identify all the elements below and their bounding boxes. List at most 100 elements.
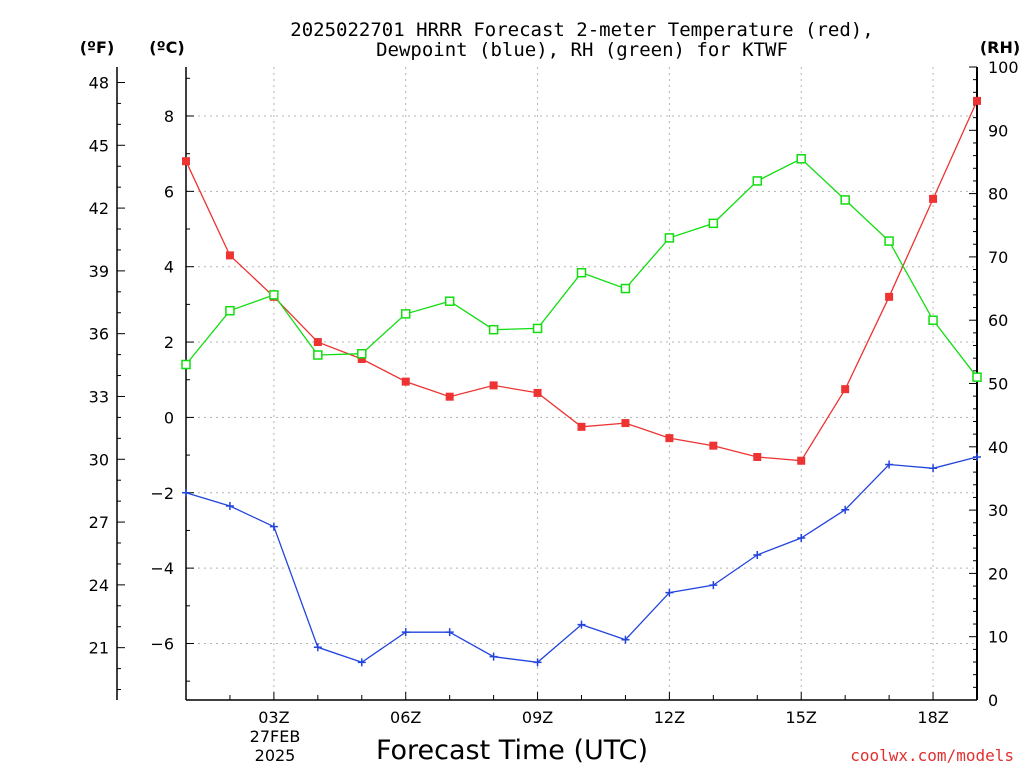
chart-title-line-1: 2025022701 HRRR Forecast 2-meter Tempera…	[290, 19, 873, 41]
rh-tick-label: 40	[988, 438, 1008, 457]
celsius-tick-label: 6	[164, 182, 174, 201]
fahrenheit-tick-label: 36	[89, 325, 109, 344]
rh-point	[357, 348, 367, 359]
dewpoint-point	[357, 658, 366, 667]
temperature-line	[185, 100, 978, 462]
temperature-point	[885, 292, 894, 301]
temperature-point	[973, 96, 981, 105]
x-date-label-year: 2025	[255, 746, 296, 765]
rh-point	[181, 359, 191, 370]
temperature-point	[401, 377, 410, 386]
dewpoint-point	[182, 488, 190, 497]
x-tick-label: 12Z	[654, 708, 685, 727]
fahrenheit-tick-label: 48	[89, 73, 109, 92]
dewpoint-point	[445, 628, 454, 637]
rh-tick-label: 50	[988, 375, 1008, 394]
rh-tick-label: 80	[988, 185, 1008, 204]
rh-point	[708, 218, 719, 229]
celsius-tick-label: 0	[164, 408, 174, 427]
dewpoint-point	[665, 588, 674, 597]
celsius-tick-label: 8	[164, 107, 174, 126]
rh-point	[225, 305, 235, 316]
dewpoint-point	[225, 501, 234, 510]
fahrenheit-tick-label: 21	[89, 639, 109, 658]
dewpoint-point	[929, 464, 938, 473]
rh-tick-label: 0	[988, 691, 998, 710]
source-credit: coolwx.com/models	[850, 746, 1014, 765]
dewpoint-point	[885, 460, 894, 469]
temperature-point	[445, 392, 454, 401]
dewpoint-point	[577, 620, 586, 629]
dewpoint-point	[797, 533, 806, 542]
x-date-label-day: 27FEB	[250, 727, 301, 746]
temperature-point	[225, 251, 234, 260]
chart-title-line-2: Dewpoint (blue), RH (green) for KTWF	[376, 39, 788, 61]
fahrenheit-tick-label: 45	[89, 136, 109, 155]
x-tick-label: 06Z	[390, 708, 421, 727]
x-tick-label: 18Z	[917, 708, 948, 727]
rh-tick-label: 20	[988, 564, 1008, 583]
dewpoint-point	[489, 652, 498, 661]
rh-tick-label: 60	[988, 311, 1008, 330]
rh-point	[532, 323, 543, 334]
rh-point	[664, 233, 675, 243]
x-tick-label: 03Z	[258, 708, 289, 727]
rh-point	[576, 267, 587, 278]
fahrenheit-tick-label: 24	[89, 576, 109, 595]
temperature-series	[182, 96, 981, 465]
rh-tick-label: 100	[988, 58, 1019, 77]
temperature-point	[182, 157, 190, 166]
dewpoint-point	[621, 635, 630, 644]
rh-point	[269, 290, 279, 300]
rh-point	[444, 296, 455, 306]
x-tick-label: 09Z	[522, 708, 553, 727]
temperature-point	[841, 385, 850, 394]
temperature-point	[533, 388, 542, 397]
rh-point	[928, 315, 938, 325]
celsius-tick-label: −6	[150, 634, 174, 653]
temperature-point	[709, 441, 718, 450]
grid-lines	[186, 67, 977, 700]
dewpoint-point	[533, 658, 542, 667]
temperature-point	[753, 452, 762, 461]
rh-point	[620, 283, 631, 294]
fahrenheit-tick-label: 39	[89, 262, 109, 281]
celsius-tick-label: −4	[150, 559, 174, 578]
temperature-point	[357, 355, 366, 364]
celsius-tick-label: 4	[164, 258, 174, 277]
data-series	[181, 96, 982, 667]
rh-point	[488, 324, 499, 335]
temperature-point	[665, 434, 674, 443]
fahrenheit-tick-label: 27	[89, 513, 109, 532]
rh-point	[752, 176, 763, 186]
celsius-unit-label: (ºC)	[149, 38, 184, 57]
temperature-point	[577, 422, 586, 431]
rh-point	[313, 350, 323, 360]
rh-point	[972, 372, 982, 382]
temperature-point	[489, 381, 498, 390]
dewpoint-point	[313, 643, 322, 652]
dewpoint-line	[185, 456, 978, 664]
celsius-tick-label: 2	[164, 333, 174, 352]
celsius-tick-label: −2	[150, 484, 174, 503]
dewpoint-point	[269, 522, 278, 531]
tick-labels: −6−4−20246821242730333639424548010203040…	[89, 58, 1019, 727]
x-tick-label: 15Z	[786, 708, 817, 727]
dewpoint-point	[973, 452, 981, 461]
rh-point	[884, 236, 894, 246]
dewpoint-point	[753, 550, 762, 559]
dewpoint-point	[401, 628, 410, 637]
temperature-point	[313, 338, 322, 347]
fahrenheit-tick-label: 42	[89, 199, 109, 218]
rh-tick-label: 70	[988, 248, 1008, 267]
axes	[116, 66, 978, 701]
fahrenheit-tick-label: 33	[89, 387, 109, 406]
rh-point	[400, 309, 411, 319]
dewpoint-point	[709, 581, 718, 590]
rh-tick-label: 30	[988, 501, 1008, 520]
rh-point	[840, 195, 850, 205]
rh-tick-label: 10	[988, 628, 1008, 647]
fahrenheit-tick-label: 30	[89, 450, 109, 469]
temperature-point	[621, 419, 630, 428]
rh-tick-label: 90	[988, 121, 1008, 140]
